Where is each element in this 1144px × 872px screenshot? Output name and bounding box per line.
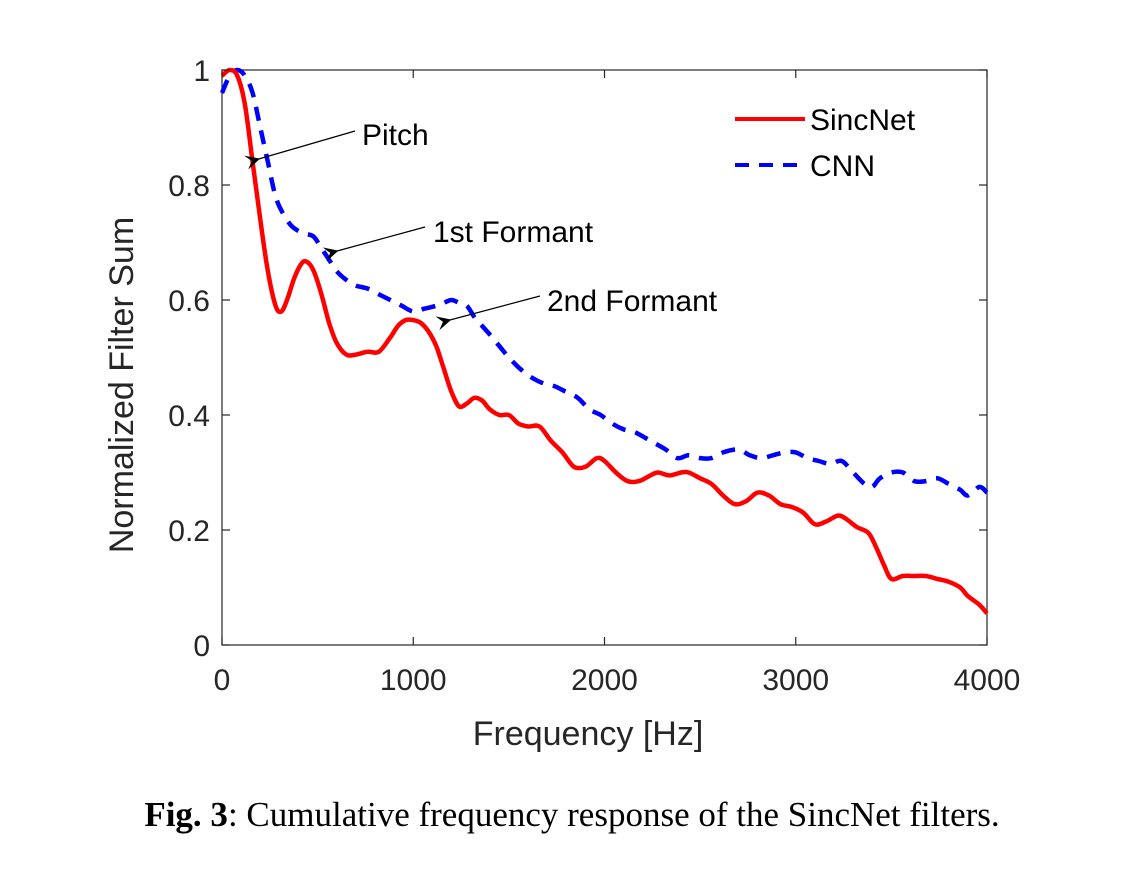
x-axis-label: Frequency [Hz] [473,715,704,753]
figure-caption: Fig. 3: Cumulative frequency response of… [0,795,1144,835]
x-tick-label: 3000 [762,664,829,697]
x-tick-label: 4000 [954,664,1021,697]
annotation-label: Pitch [362,119,429,152]
series-layer [219,67,989,615]
legend-label-cnn: CNN [810,150,875,183]
annotation-arrow [435,295,541,331]
y-tick-label: 0.6 [168,285,210,318]
annotation-layer: Pitch 1st Formant 2nd Formant [244,119,718,331]
y-tick-label: 0.2 [168,515,210,548]
annotation-label: 1st Formant [433,216,594,249]
annotation-arrow [322,226,426,262]
y-tick-label: 0 [193,630,210,663]
y-tick-label: 0.8 [168,170,210,203]
x-tick-label: 0 [214,664,231,697]
series-line-cnn [219,67,989,498]
y-axis-label: Normalized Filter Sum [103,217,141,553]
y-tick-label: 0.4 [168,400,210,433]
ticks-layer: 0 1000 2000 3000 4000 0 0.2 0.4 0.6 0.8 1 [168,55,1020,697]
series-line-sincnet [220,67,989,615]
legend-label-sincnet: SincNet [810,104,916,137]
caption-label: Fig. 3 [144,795,228,834]
legend: SincNet CNN [735,104,916,183]
x-tick-label: 2000 [571,664,638,697]
y-tick-label: 1 [193,55,210,88]
annotation-arrow [244,130,356,170]
caption-text: : Cumulative frequency response of the S… [227,795,1000,834]
chart: 0 1000 2000 3000 4000 0 0.2 0.4 0.6 0.8 1 Pitch 1st… [103,55,1020,753]
annotation-label: 2nd Formant [547,285,718,318]
x-tick-label: 1000 [380,664,447,697]
